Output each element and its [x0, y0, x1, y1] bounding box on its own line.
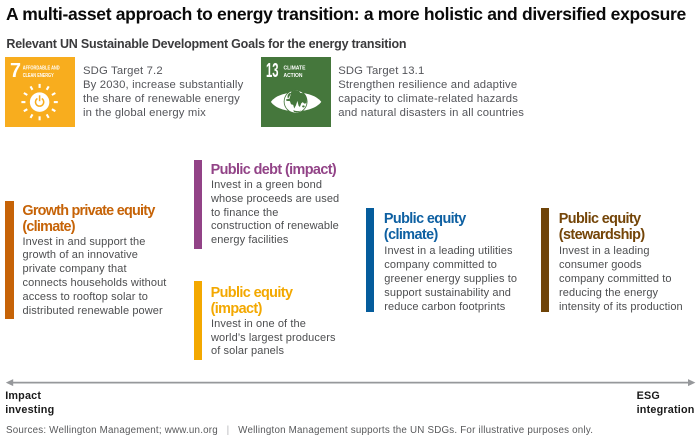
svg-text:CLIMATE: CLIMATE — [283, 65, 305, 71]
svg-text:7: 7 — [10, 59, 21, 82]
svg-text:13: 13 — [266, 59, 279, 82]
svg-text:ACTION: ACTION — [283, 73, 302, 79]
svg-text:AFFORDABLE AND: AFFORDABLE AND — [23, 65, 60, 71]
svg-text:CLEAN ENERGY: CLEAN ENERGY — [23, 73, 54, 79]
